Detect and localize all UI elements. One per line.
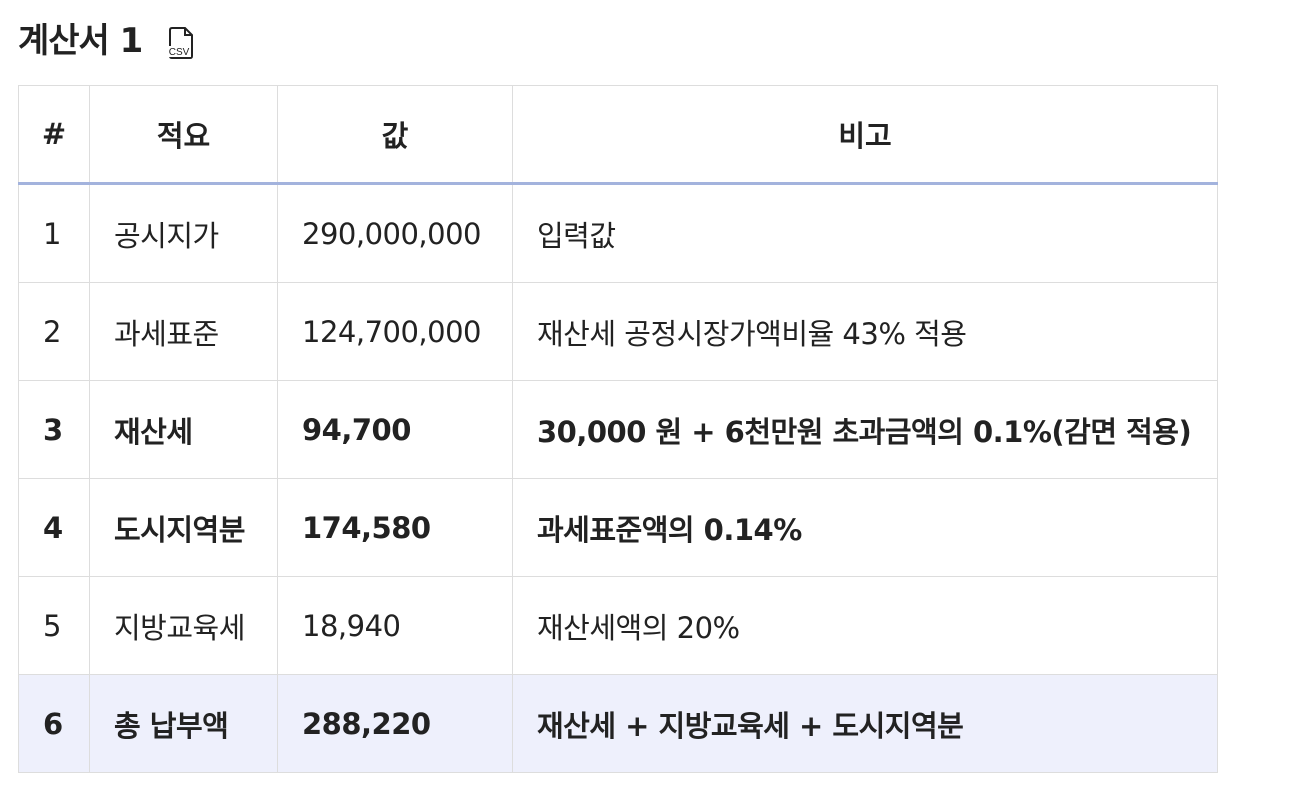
table-header-row: # 적요 값 비고: [18, 85, 1218, 185]
column-header-number: #: [18, 85, 90, 185]
table-row: 1 공시지가 290,000,000 입력값: [18, 183, 1218, 283]
row-item: 지방교육세: [89, 576, 278, 675]
row-number: 2: [18, 282, 90, 381]
row-value: 94,700: [277, 380, 513, 479]
row-note: 과세표준액의 0.14%: [512, 478, 1218, 577]
csv-download-button[interactable]: CSV: [164, 24, 198, 62]
row-value: 290,000,000: [277, 183, 513, 283]
row-number: 5: [18, 576, 90, 675]
column-header-note: 비고: [512, 85, 1218, 185]
row-value: 288,220: [277, 674, 513, 773]
column-header-item: 적요: [89, 85, 278, 185]
row-value: 174,580: [277, 478, 513, 577]
row-note: 입력값: [512, 183, 1218, 283]
row-number: 4: [18, 478, 90, 577]
calculation-table: # 적요 값 비고 1 공시지가 290,000,000 입력값 2 과세표준 …: [18, 85, 1218, 773]
row-number: 6: [18, 674, 90, 773]
row-item: 공시지가: [89, 183, 278, 283]
row-number: 3: [18, 380, 90, 479]
table-row: 2 과세표준 124,700,000 재산세 공정시장가액비율 43% 적용: [18, 282, 1218, 381]
row-value: 18,940: [277, 576, 513, 675]
csv-file-icon: CSV: [167, 27, 194, 59]
row-value: 124,700,000: [277, 282, 513, 381]
column-header-value: 값: [277, 85, 513, 185]
row-item: 도시지역분: [89, 478, 278, 577]
title-row: 계산서 1 CSV: [18, 18, 198, 64]
row-item: 총 납부액: [89, 674, 278, 773]
row-item: 재산세: [89, 380, 278, 479]
page-title: 계산서 1: [18, 21, 143, 61]
row-note: 재산세액의 20%: [512, 576, 1218, 675]
table-row: 3 재산세 94,700 30,000 원 + 6천만원 초과금액의 0.1%(…: [18, 380, 1218, 479]
row-note: 재산세 공정시장가액비율 43% 적용: [512, 282, 1218, 381]
row-number: 1: [18, 183, 90, 283]
row-note: 30,000 원 + 6천만원 초과금액의 0.1%(감면 적용): [512, 380, 1218, 479]
csv-icon-label: CSV: [169, 47, 190, 58]
table-row: 4 도시지역분 174,580 과세표준액의 0.14%: [18, 478, 1218, 577]
table-row-total: 6 총 납부액 288,220 재산세 + 지방교육세 + 도시지역분: [18, 674, 1218, 773]
row-item: 과세표준: [89, 282, 278, 381]
row-note: 재산세 + 지방교육세 + 도시지역분: [512, 674, 1218, 773]
table-row: 5 지방교육세 18,940 재산세액의 20%: [18, 576, 1218, 675]
